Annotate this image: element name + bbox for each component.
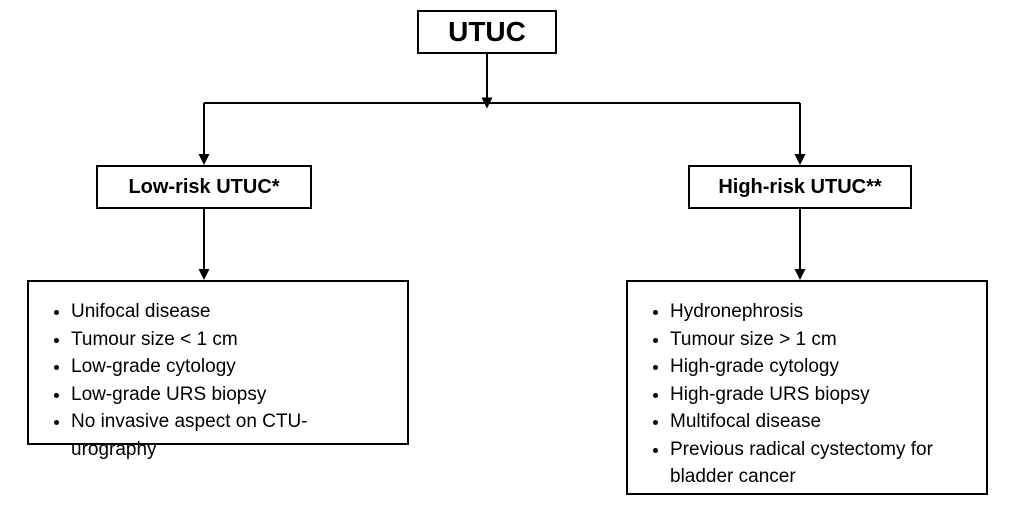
right-list-box: HydronephrosisTumour size > 1 cmHigh-gra… xyxy=(626,280,988,495)
list-item: Low-grade URS biopsy xyxy=(71,381,393,409)
right-list: HydronephrosisTumour size > 1 cmHigh-gra… xyxy=(642,298,972,491)
list-item: Tumour size > 1 cm xyxy=(670,326,972,354)
left-heading-node: Low-risk UTUC* xyxy=(96,165,312,209)
root-node: UTUC xyxy=(417,10,557,54)
list-item: Tumour size < 1 cm xyxy=(71,326,393,354)
root-label: UTUC xyxy=(448,16,526,48)
list-item: Unifocal disease xyxy=(71,298,393,326)
left-list: Unifocal diseaseTumour size < 1 cmLow-gr… xyxy=(43,298,393,463)
left-list-box: Unifocal diseaseTumour size < 1 cmLow-gr… xyxy=(27,280,409,445)
list-item: Multifocal disease xyxy=(670,408,972,436)
right-heading-node: High-risk UTUC** xyxy=(688,165,912,209)
list-item: High-grade cytology xyxy=(670,353,972,381)
list-item: High-grade URS biopsy xyxy=(670,381,972,409)
list-item: No invasive aspect on CTU-urography xyxy=(71,408,393,463)
list-item: Hydronephrosis xyxy=(670,298,972,326)
right-heading-label: High-risk UTUC** xyxy=(718,176,881,199)
list-item: Previous radical cystectomy for bladder … xyxy=(670,436,972,491)
list-item: Low-grade cytology xyxy=(71,353,393,381)
left-heading-label: Low-risk UTUC* xyxy=(128,176,279,199)
